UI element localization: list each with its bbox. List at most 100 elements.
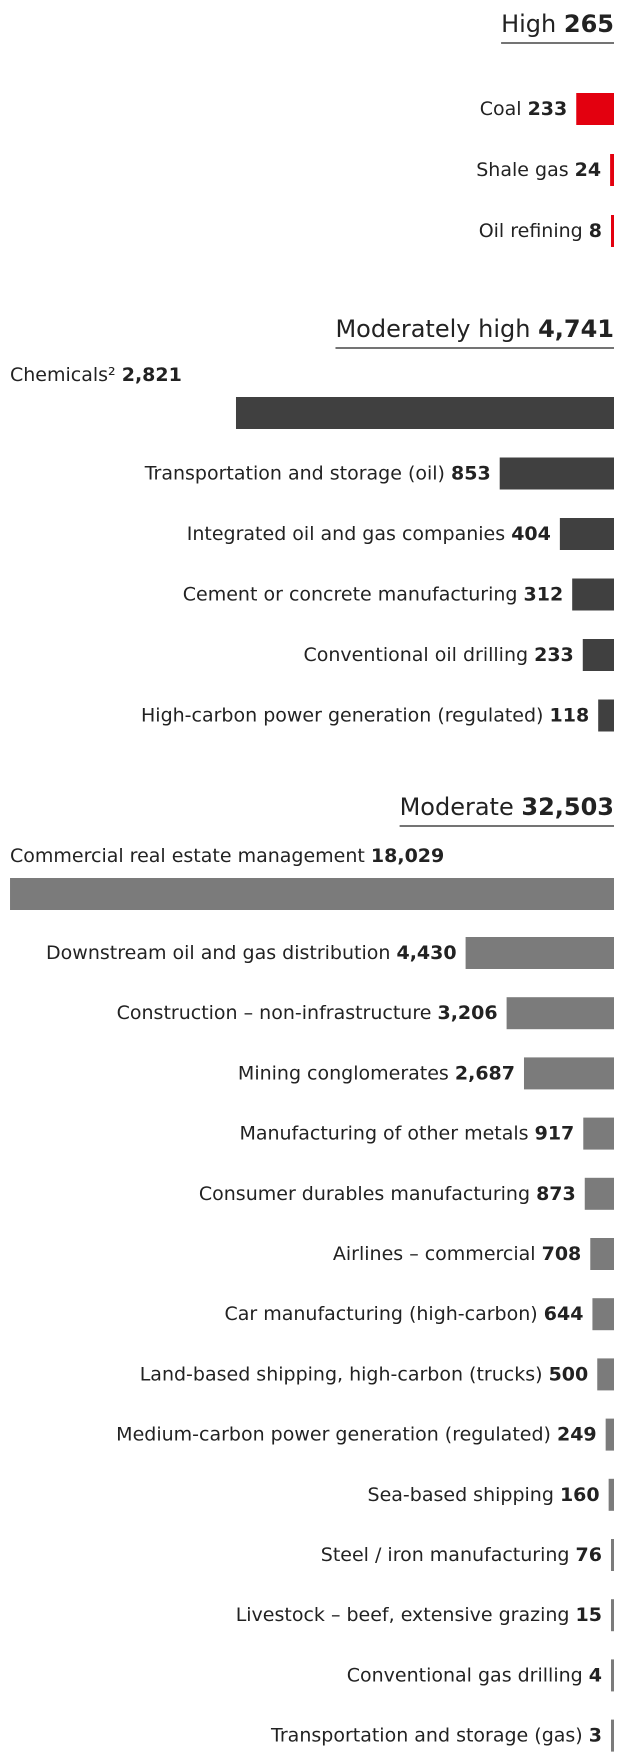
bar (611, 1659, 614, 1692)
bar-label: Car manufacturing (high-carbon) 644 (224, 1303, 583, 1325)
bar (10, 878, 614, 910)
bar-label: Oil refining 8 (479, 220, 602, 242)
value-label: 24 (575, 159, 601, 181)
value-label: 708 (542, 1243, 582, 1265)
bar (611, 1599, 614, 1632)
category-label: Transportation and storage (oil) (144, 462, 445, 484)
category-label: Land-based shipping, high-carbon (trucks… (140, 1363, 543, 1385)
bar-label: Transportation and storage (oil) 853 (144, 462, 491, 484)
category-label: Integrated oil and gas companies (187, 523, 505, 545)
bar (611, 1719, 614, 1752)
category-label: Construction – non-infrastructure (117, 1002, 432, 1024)
group-total: 32,503 (521, 793, 614, 821)
bar-label: Integrated oil and gas companies 404 (187, 523, 551, 545)
value-label: 233 (534, 644, 574, 666)
value-label: 644 (544, 1303, 584, 1325)
value-label: 312 (524, 583, 564, 605)
bar-label: Construction – non-infrastructure 3,206 (117, 1002, 498, 1024)
bar-label: Medium-carbon power generation (regulate… (116, 1423, 596, 1445)
bar-label: Chemicals² 2,821 (10, 364, 182, 386)
value-label: 3 (589, 1724, 602, 1746)
category-label: Sea-based shipping (368, 1483, 554, 1505)
value-label: 249 (557, 1423, 597, 1445)
value-label: 2,821 (122, 364, 182, 386)
value-label: 404 (511, 523, 551, 545)
bar (583, 1117, 614, 1150)
bar-label: Steel / iron manufacturing 76 (321, 1544, 602, 1566)
bar (598, 699, 614, 732)
category-label: Medium-carbon power generation (regulate… (116, 1423, 551, 1445)
bar-label: Land-based shipping, high-carbon (trucks… (140, 1363, 589, 1385)
group-name: High (501, 10, 556, 38)
bar (592, 1298, 614, 1331)
bar-label: Livestock – beef, extensive grazing 15 (236, 1604, 602, 1626)
value-label: 15 (576, 1604, 602, 1626)
category-label: Commercial real estate management (10, 845, 365, 867)
bar-label: Manufacturing of other metals 917 (239, 1122, 574, 1144)
value-label: 233 (528, 98, 568, 120)
bar (499, 457, 614, 490)
bar (576, 93, 614, 125)
category-label: Transportation and storage (gas) (270, 1724, 583, 1746)
category-label: Livestock – beef, extensive grazing (236, 1604, 570, 1626)
value-label: 853 (451, 462, 491, 484)
bar (559, 518, 614, 550)
group-title: Moderate 32,503 (400, 793, 614, 821)
category-label: High-carbon power generation (regulated) (141, 704, 543, 726)
category-label: Chemicals² (10, 364, 116, 386)
group-name: Moderately high (335, 315, 530, 343)
bar (597, 1358, 614, 1391)
value-label: 8 (589, 220, 602, 242)
bar (584, 1177, 614, 1210)
bar (608, 1478, 614, 1511)
bar (465, 937, 614, 969)
group-title: Moderately high 4,741 (335, 315, 614, 343)
category-label: Conventional gas drilling (347, 1664, 583, 1686)
value-label: 18,029 (371, 845, 444, 867)
bar-label: Airlines – commercial 708 (333, 1243, 581, 1265)
category-label: Mining conglomerates (238, 1062, 449, 1084)
bar (590, 1238, 614, 1270)
category-label: Coal (480, 98, 522, 120)
bar (610, 154, 614, 186)
value-label: 4 (589, 1664, 602, 1686)
value-label: 4,430 (396, 942, 456, 964)
category-label: Steel / iron manufacturing (321, 1544, 570, 1566)
bar-label: Mining conglomerates 2,687 (238, 1062, 515, 1084)
value-label: 873 (536, 1182, 576, 1204)
category-label: Conventional oil drilling (303, 644, 528, 666)
bar-label: Transportation and storage (gas) 3 (270, 1724, 602, 1746)
category-label: Manufacturing of other metals (239, 1122, 528, 1144)
value-label: 160 (560, 1483, 600, 1505)
group-name: Moderate (400, 793, 514, 821)
value-label: 3,206 (437, 1002, 497, 1024)
bar (523, 1057, 614, 1090)
bar (605, 1418, 614, 1451)
category-label: Cement or concrete manufacturing (183, 583, 518, 605)
bar-label: High-carbon power generation (regulated)… (141, 704, 589, 726)
bar (572, 578, 614, 611)
value-label: 76 (576, 1544, 602, 1566)
bar-label: Conventional gas drilling 4 (347, 1664, 602, 1686)
value-label: 500 (549, 1363, 589, 1385)
group-total: 4,741 (538, 315, 614, 343)
group-total: 265 (564, 10, 614, 38)
category-label: Shale gas (476, 159, 568, 181)
bar-label: Cement or concrete manufacturing 312 (183, 583, 563, 605)
bar-label: Shale gas 24 (476, 159, 601, 181)
category-label: Car manufacturing (high-carbon) (224, 1303, 537, 1325)
bar (582, 639, 614, 671)
value-label: 2,687 (455, 1062, 515, 1084)
bar-label: Downstream oil and gas distribution 4,43… (46, 942, 457, 964)
bar-label: Conventional oil drilling 233 (303, 644, 573, 666)
group-title: High 265 (501, 10, 614, 38)
bar (506, 997, 614, 1030)
value-label: 917 (535, 1122, 575, 1144)
bar-label: Consumer durables manufacturing 873 (199, 1182, 576, 1204)
bar (235, 397, 614, 429)
bar-label: Coal 233 (480, 98, 568, 120)
category-label: Downstream oil and gas distribution (46, 942, 390, 964)
bar-label: Commercial real estate management 18,029 (10, 845, 444, 867)
category-label: Consumer durables manufacturing (199, 1182, 530, 1204)
